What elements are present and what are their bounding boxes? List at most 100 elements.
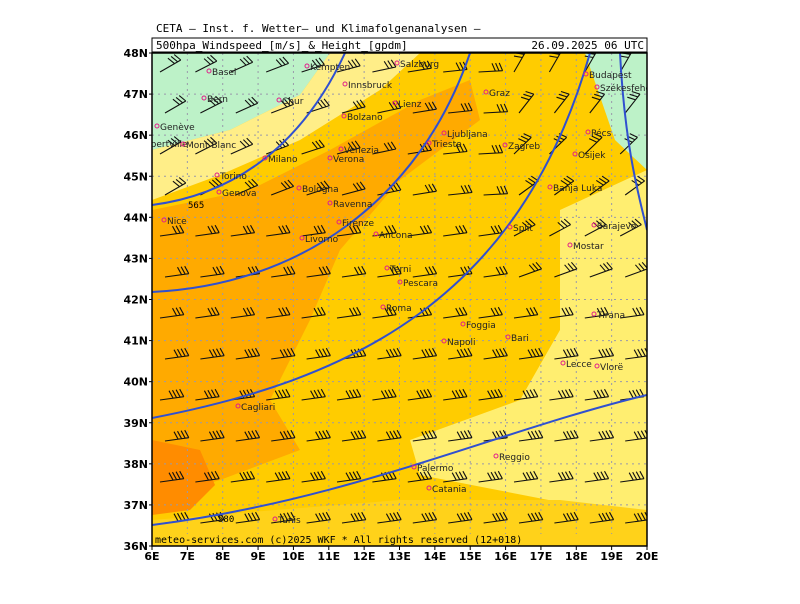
city-dot [299, 235, 305, 241]
city-label: Chur [282, 97, 304, 107]
wind-barb [478, 62, 504, 73]
wind-barb [266, 470, 291, 483]
city-dot [214, 172, 220, 178]
city-dot [567, 242, 573, 248]
wind-barb [301, 306, 326, 319]
wind-barb [377, 100, 402, 114]
wind-barb [518, 429, 544, 442]
contour [152, 53, 591, 419]
wind-barb [271, 429, 296, 442]
city-dot [547, 184, 553, 190]
lon-label: 6E [144, 550, 159, 563]
lat-label: 47N [123, 88, 148, 101]
wind-barb [483, 265, 508, 278]
wind-barb [266, 224, 291, 237]
wind-barb [372, 141, 397, 155]
city-dot [394, 60, 400, 66]
wind-barb [336, 58, 361, 73]
wind-barb [483, 185, 509, 196]
lat-label: 39N [123, 417, 148, 430]
wind-barb [230, 55, 254, 73]
wind-barb [235, 178, 259, 196]
city-label: Roma [386, 304, 412, 314]
wind-barb [448, 511, 473, 524]
wind-barb [549, 133, 568, 155]
wind-barb [301, 470, 326, 483]
city-label: Budapest [589, 71, 632, 81]
city-label: Nice [167, 217, 187, 227]
city-dot [235, 403, 241, 409]
city-dot [583, 71, 589, 77]
city-label: Sarajevo [597, 222, 637, 232]
source: CETA — Inst. f. Wetter— und Klimafolgena… [156, 22, 481, 35]
grid [152, 53, 647, 546]
city-dot [560, 360, 566, 366]
city-label: Albertville [142, 140, 188, 150]
wind-barb [554, 347, 579, 360]
wind-barb [620, 306, 645, 319]
city-label: Livorno [305, 235, 339, 245]
city-dot [216, 189, 222, 195]
city-label: Terni [389, 265, 411, 275]
wind-barb [407, 60, 432, 73]
wind-barb [549, 470, 574, 483]
date: 26.09.2025 06 UTC [531, 39, 644, 52]
wind-barb [554, 511, 579, 524]
city-label: Verona [333, 155, 364, 165]
city-dot [380, 304, 386, 310]
city-label: Lecce [566, 360, 592, 370]
city-dot [651, 283, 655, 287]
wind-barb [549, 306, 574, 319]
contour [152, 394, 647, 526]
city-label: Kempten [310, 63, 350, 73]
city-label: Palermo [417, 464, 454, 474]
field [152, 53, 420, 200]
wind-barb [407, 306, 433, 319]
city-label: Pescara [403, 279, 438, 289]
wind-barb [306, 180, 330, 196]
wind-barb [341, 347, 367, 360]
wind-barb [412, 429, 438, 442]
city-label: Bologna [302, 185, 339, 195]
wind-barb [624, 175, 645, 196]
wind-barb [164, 95, 187, 114]
city-dot [304, 63, 310, 69]
city-dot [180, 141, 186, 147]
wind-barb [301, 388, 326, 401]
wind-barb [230, 306, 256, 319]
wind-barb [518, 90, 535, 114]
city-dot [161, 217, 167, 223]
footer: meteo-services.com (c)2025 WKF * All rig… [155, 535, 522, 546]
city-label: Torino [219, 172, 247, 182]
city-dot [505, 334, 511, 340]
city-label: Firenze [342, 219, 374, 229]
wind-barb [271, 511, 296, 524]
wind-barb [443, 388, 468, 401]
wind-barb [513, 218, 536, 237]
wind-barb [164, 177, 187, 196]
city-dot [276, 97, 282, 103]
city-dot [460, 321, 466, 327]
wind-barb [548, 53, 561, 73]
wind-barb [483, 103, 509, 114]
city-label: Székesfehérvár [600, 83, 670, 94]
wind-barb [619, 218, 642, 237]
city-dot [591, 222, 597, 228]
contour-label: 565 [188, 201, 204, 211]
city-label: Osijek [578, 151, 606, 161]
city-dot [336, 219, 342, 225]
wind-barb [554, 429, 579, 442]
lon-label: 20E [636, 550, 659, 563]
city-dot [341, 113, 347, 119]
city-dot [384, 265, 390, 271]
wind-barb [513, 388, 539, 401]
city-dot [507, 224, 513, 230]
wind-barb [164, 347, 190, 360]
wind-barb [306, 429, 331, 442]
field [152, 80, 480, 500]
city-label: Cagliari [241, 403, 275, 413]
field [152, 53, 330, 150]
wind-barb [341, 99, 366, 114]
wind-barb [306, 265, 331, 278]
